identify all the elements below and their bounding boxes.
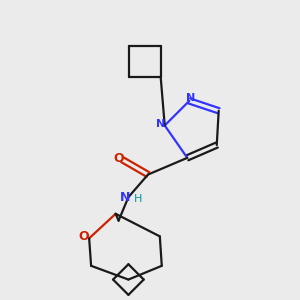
Text: O: O [114,152,124,165]
Text: N: N [156,119,166,129]
Text: N: N [186,93,195,103]
Text: H: H [134,194,142,204]
Text: O: O [79,230,89,243]
Text: N: N [119,190,130,204]
